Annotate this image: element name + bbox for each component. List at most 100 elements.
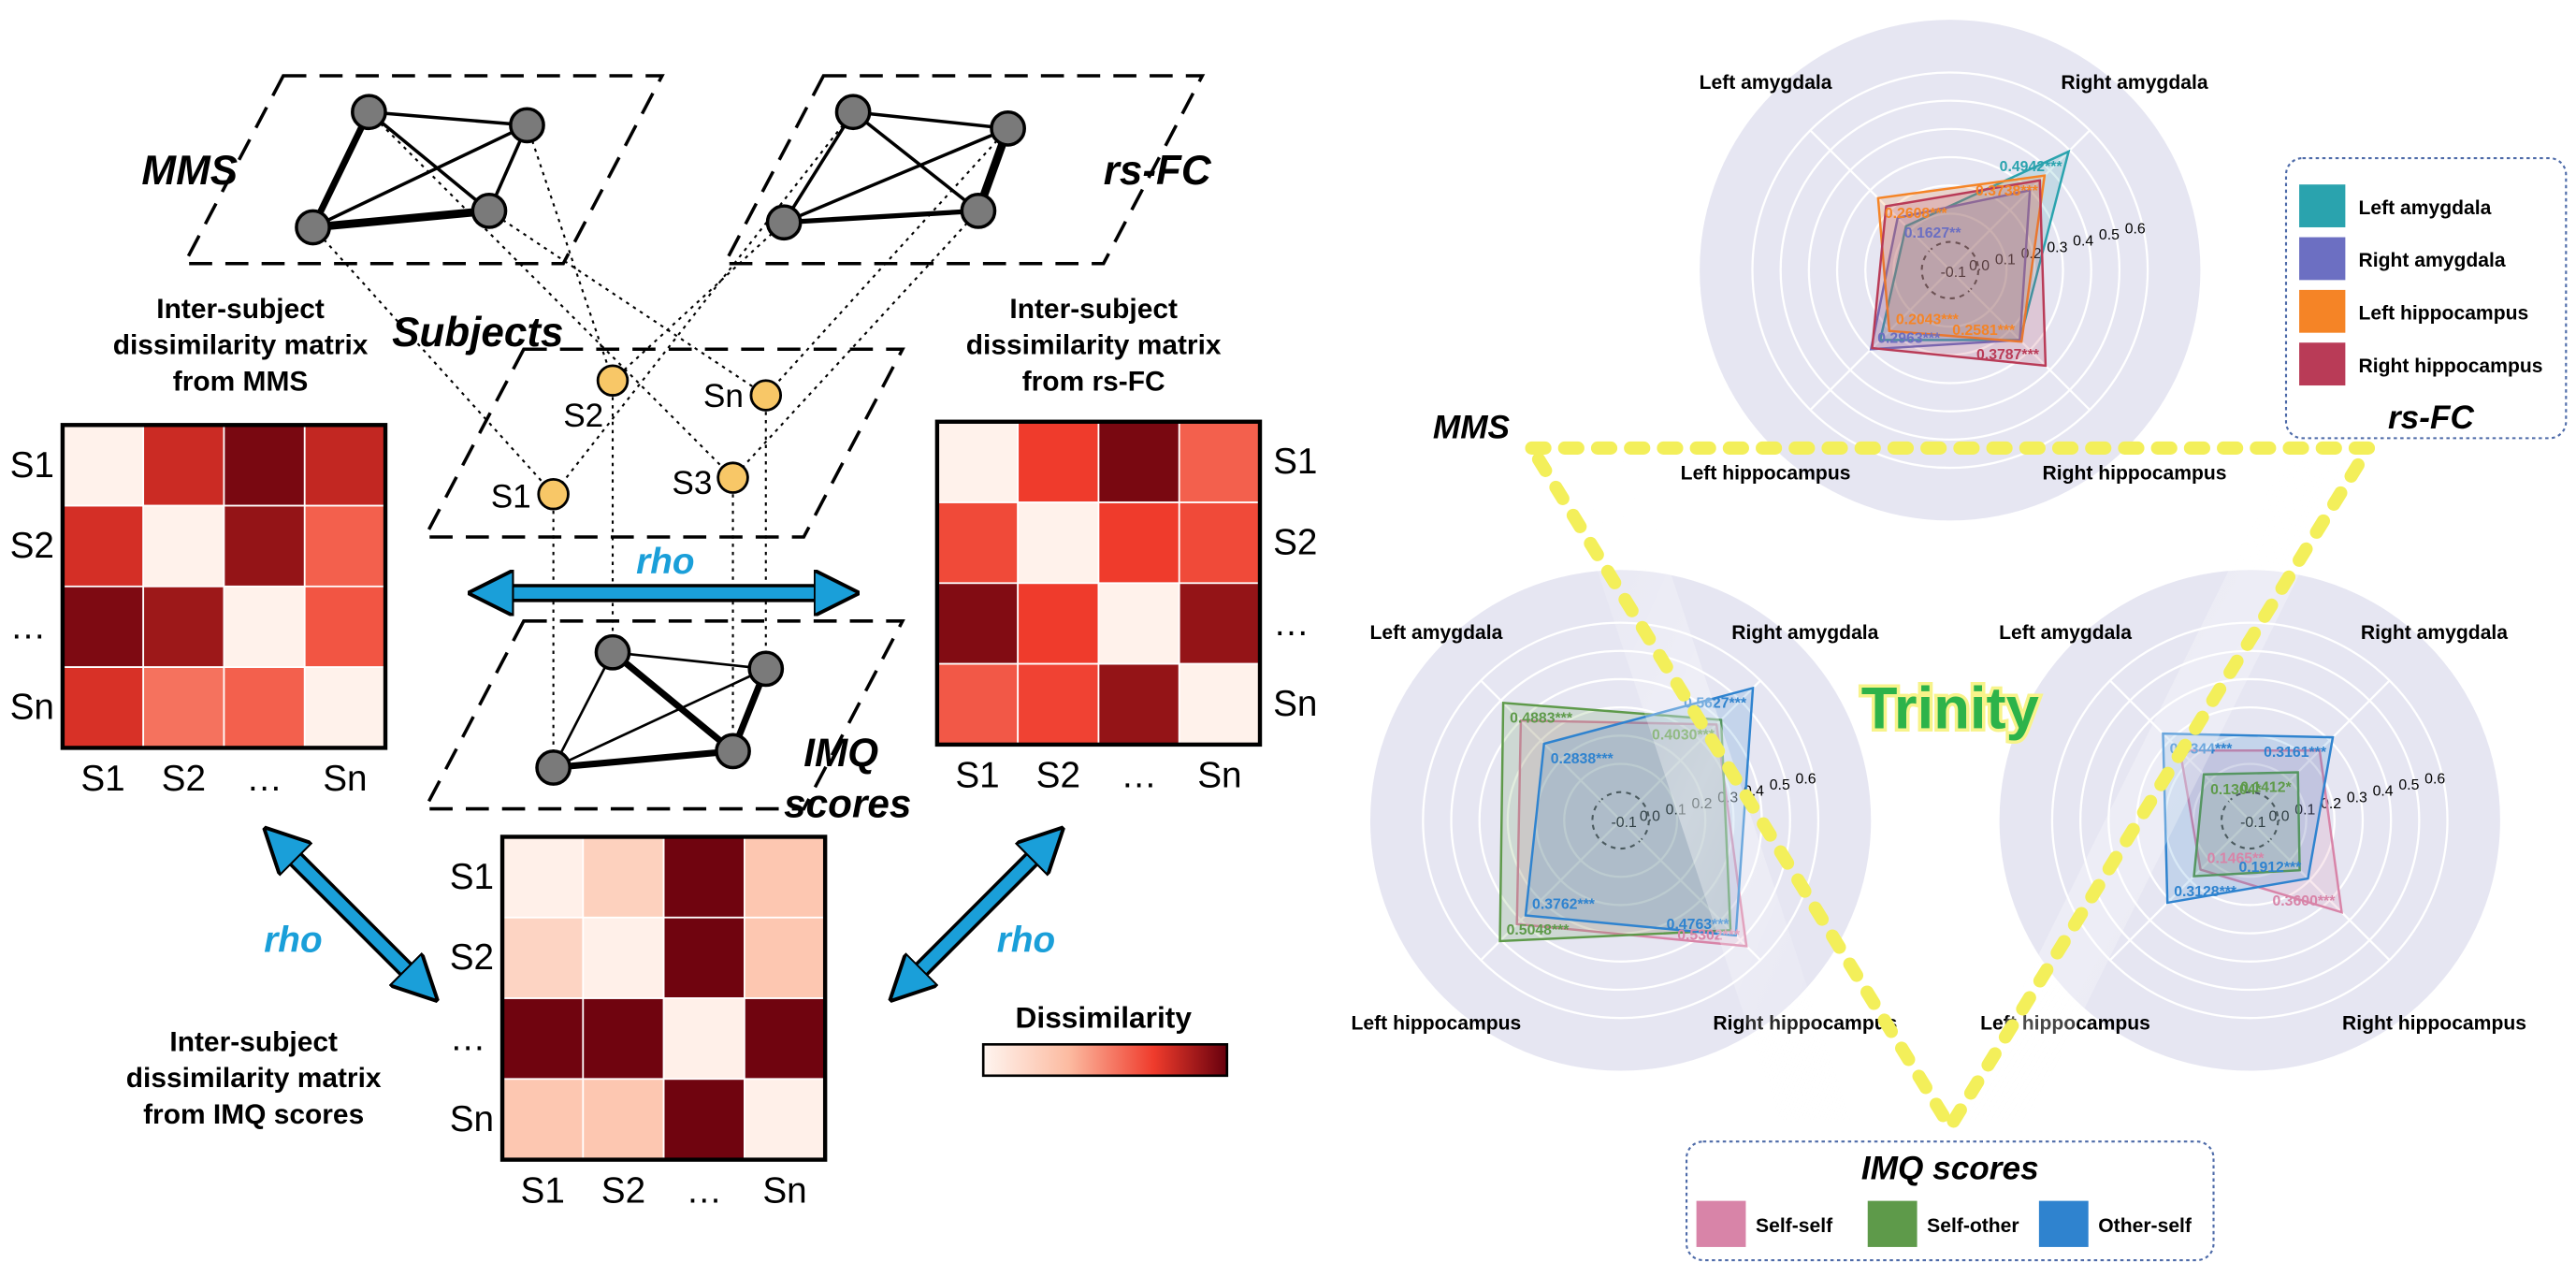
- left-panel: S2 Sn S1 S3 MMS rs-FC Subjects IMQ score…: [10, 74, 1317, 1211]
- radar-tick-label: 0.6: [1796, 771, 1816, 787]
- rsfc-matrix-frame: [934, 419, 1263, 747]
- imq-plane: [422, 619, 905, 811]
- rsfc-matrix-cell: [1178, 662, 1261, 746]
- rsfc-matrix-cell: [1178, 501, 1261, 585]
- imq-matrix-row-label: S1: [450, 857, 494, 897]
- radar-data-label: 0.2838***: [1551, 751, 1614, 767]
- radar-tick-label: 0.0: [1969, 258, 1990, 274]
- mms-matrix-cell: [62, 504, 145, 588]
- legend-swatch: [1696, 1200, 1746, 1247]
- subject-node-s3: [716, 461, 749, 494]
- rsfc-matrix-row-label: S2: [1273, 523, 1317, 563]
- radar-tick-label: 0.6: [2125, 221, 2146, 237]
- radar-axis-label: Right hippocampus: [2342, 1013, 2526, 1035]
- radar-data-label: 0.3161***: [2264, 745, 2327, 761]
- radar-tick-label: 0.1: [2294, 803, 2315, 819]
- rsfc-matrix-cell: [1097, 662, 1180, 746]
- radar-gridline: [1751, 71, 2149, 470]
- legend-label: Right amygdala: [2358, 250, 2505, 271]
- mms-matrix-cell: [303, 504, 386, 588]
- legend-swatch: [2038, 1200, 2089, 1247]
- subject-node-s2: [596, 364, 630, 398]
- rsfc-matrix-title: Inter-subject dissimilarity matrix from …: [966, 294, 1222, 397]
- rsfc-plane: [721, 74, 1206, 266]
- legend-label: Left amygdala: [2358, 197, 2491, 219]
- mms-matrix-cell: [142, 585, 225, 669]
- radar-tick-label: 0.4: [2073, 234, 2093, 250]
- dissimilarity-colorbar: [981, 1043, 1229, 1078]
- radar-axis-label: Left hippocampus: [1352, 1013, 1522, 1035]
- mms-matrix-col-label: S2: [162, 759, 206, 799]
- rsfc-matrix-cell: [1097, 420, 1180, 503]
- radar-tick-label: -0.1: [2240, 815, 2265, 831]
- radar-data-label: 0.2043***: [1896, 312, 1960, 328]
- radar-tick-label: -0.1: [1941, 265, 1966, 281]
- imq-matrix-col-label: S1: [521, 1170, 565, 1211]
- trinity-label: Trinity: [1861, 675, 2039, 741]
- mms-matrix-row-label: …: [10, 606, 47, 646]
- subject-nodes: [537, 364, 783, 511]
- radar-tick-label: -0.1: [1612, 815, 1637, 831]
- mms-matrix-row-label: S1: [10, 445, 54, 486]
- mms-matrix-col-label: Sn: [323, 759, 367, 799]
- legend-label: Left hippocampus: [2358, 303, 2528, 325]
- mms-plane: [181, 74, 665, 266]
- subject-node-s1: [537, 477, 570, 511]
- radar-series-self-self: [2178, 748, 2343, 914]
- radar-data-label: 0.5048***: [1507, 922, 1570, 938]
- radar-spoke: [2249, 820, 2391, 962]
- rsfc-matrix-row-label: S1: [1273, 442, 1317, 482]
- imq-matrix-title: Inter-subject dissimilarity matrix from …: [126, 1026, 382, 1129]
- radar-axis-label: Left hippocampus: [1681, 462, 1851, 484]
- radar-gridline: [1892, 212, 2008, 328]
- rho-label-left: rho: [264, 921, 322, 961]
- dissimilarity-label: Dissimilarity: [1016, 1001, 1193, 1035]
- imq-matrix-cell: [582, 835, 665, 919]
- radar-tick-label: 0.3: [2347, 790, 2367, 805]
- imq-legend-title: IMQ scores: [1861, 1151, 2039, 1187]
- mms-matrix-cell: [303, 585, 386, 669]
- radar-gridline: [1563, 762, 1679, 878]
- rsfc-matrix-cell: [1097, 501, 1180, 585]
- subject-label-s3: S3: [672, 465, 712, 501]
- radar-data-label: 0.1412*: [2240, 780, 2292, 796]
- mms-matrix-frame: [60, 423, 388, 750]
- rho-label-top: rho: [636, 542, 694, 582]
- radar-data-label: 0.2963***: [1877, 330, 1941, 346]
- rsfc-dissimilarity-matrix: S1 S1 S2 S2 … … Sn Sn: [934, 419, 1317, 796]
- radar-spoke: [1480, 820, 1622, 962]
- subjects-plane: [422, 347, 905, 539]
- imq-plane-label-line2: scores: [784, 781, 911, 825]
- legend-swatch: [2299, 237, 2346, 281]
- radar-gridline: [1920, 240, 1980, 300]
- radar-mms-rsfc: -0.1 0.0 0.1 0.2 0.3 0.4 0.5 0.60.4942***0.2963…: [1681, 20, 2227, 521]
- imq-plane-label-line1: IMQ: [803, 731, 878, 776]
- radar-gridline: [2192, 762, 2308, 878]
- mms-matrix-row-label: S2: [10, 526, 54, 566]
- radar-data-label: 0.1912***: [2238, 860, 2302, 876]
- imq-matrix-cell: [662, 835, 745, 919]
- svg-text:Inter-subject: Inter-subject: [156, 294, 325, 325]
- radar-data-label: 0.1304*: [2210, 782, 2262, 798]
- subjects-plane-label: Subjects: [392, 310, 563, 356]
- rho-arrow-left-fill: [280, 844, 421, 985]
- radar-data-label: 0.1627**: [1904, 225, 1962, 241]
- imq-matrix-cell: [582, 916, 665, 999]
- projection-lines: [311, 110, 1009, 768]
- legend-label: Other-self: [2098, 1215, 2192, 1237]
- rsfc-matrix-cell: [936, 501, 1020, 585]
- radar-data-label: 0.1465**: [2207, 850, 2265, 866]
- mms-matrix-title: Inter-subject dissimilarity matrix from …: [113, 294, 369, 397]
- imq-matrix-cell: [501, 835, 585, 919]
- legend-label: Self-self: [1756, 1215, 1833, 1237]
- svg-text:from IMQ scores: from IMQ scores: [143, 1099, 364, 1130]
- radar-gridline: [1591, 791, 1650, 850]
- radar-gridline: [2221, 791, 2279, 850]
- rsfc-matrix-col-label: S2: [1036, 756, 1080, 796]
- radar-spoke: [1809, 129, 1951, 271]
- radar-data-label: 0.2608***: [1885, 206, 1948, 222]
- imq-matrix-cell: [662, 1078, 745, 1161]
- mms-matrix-cell: [62, 666, 145, 749]
- rsfc-network: [765, 94, 1026, 241]
- rsfc-matrix-cell: [936, 662, 1020, 746]
